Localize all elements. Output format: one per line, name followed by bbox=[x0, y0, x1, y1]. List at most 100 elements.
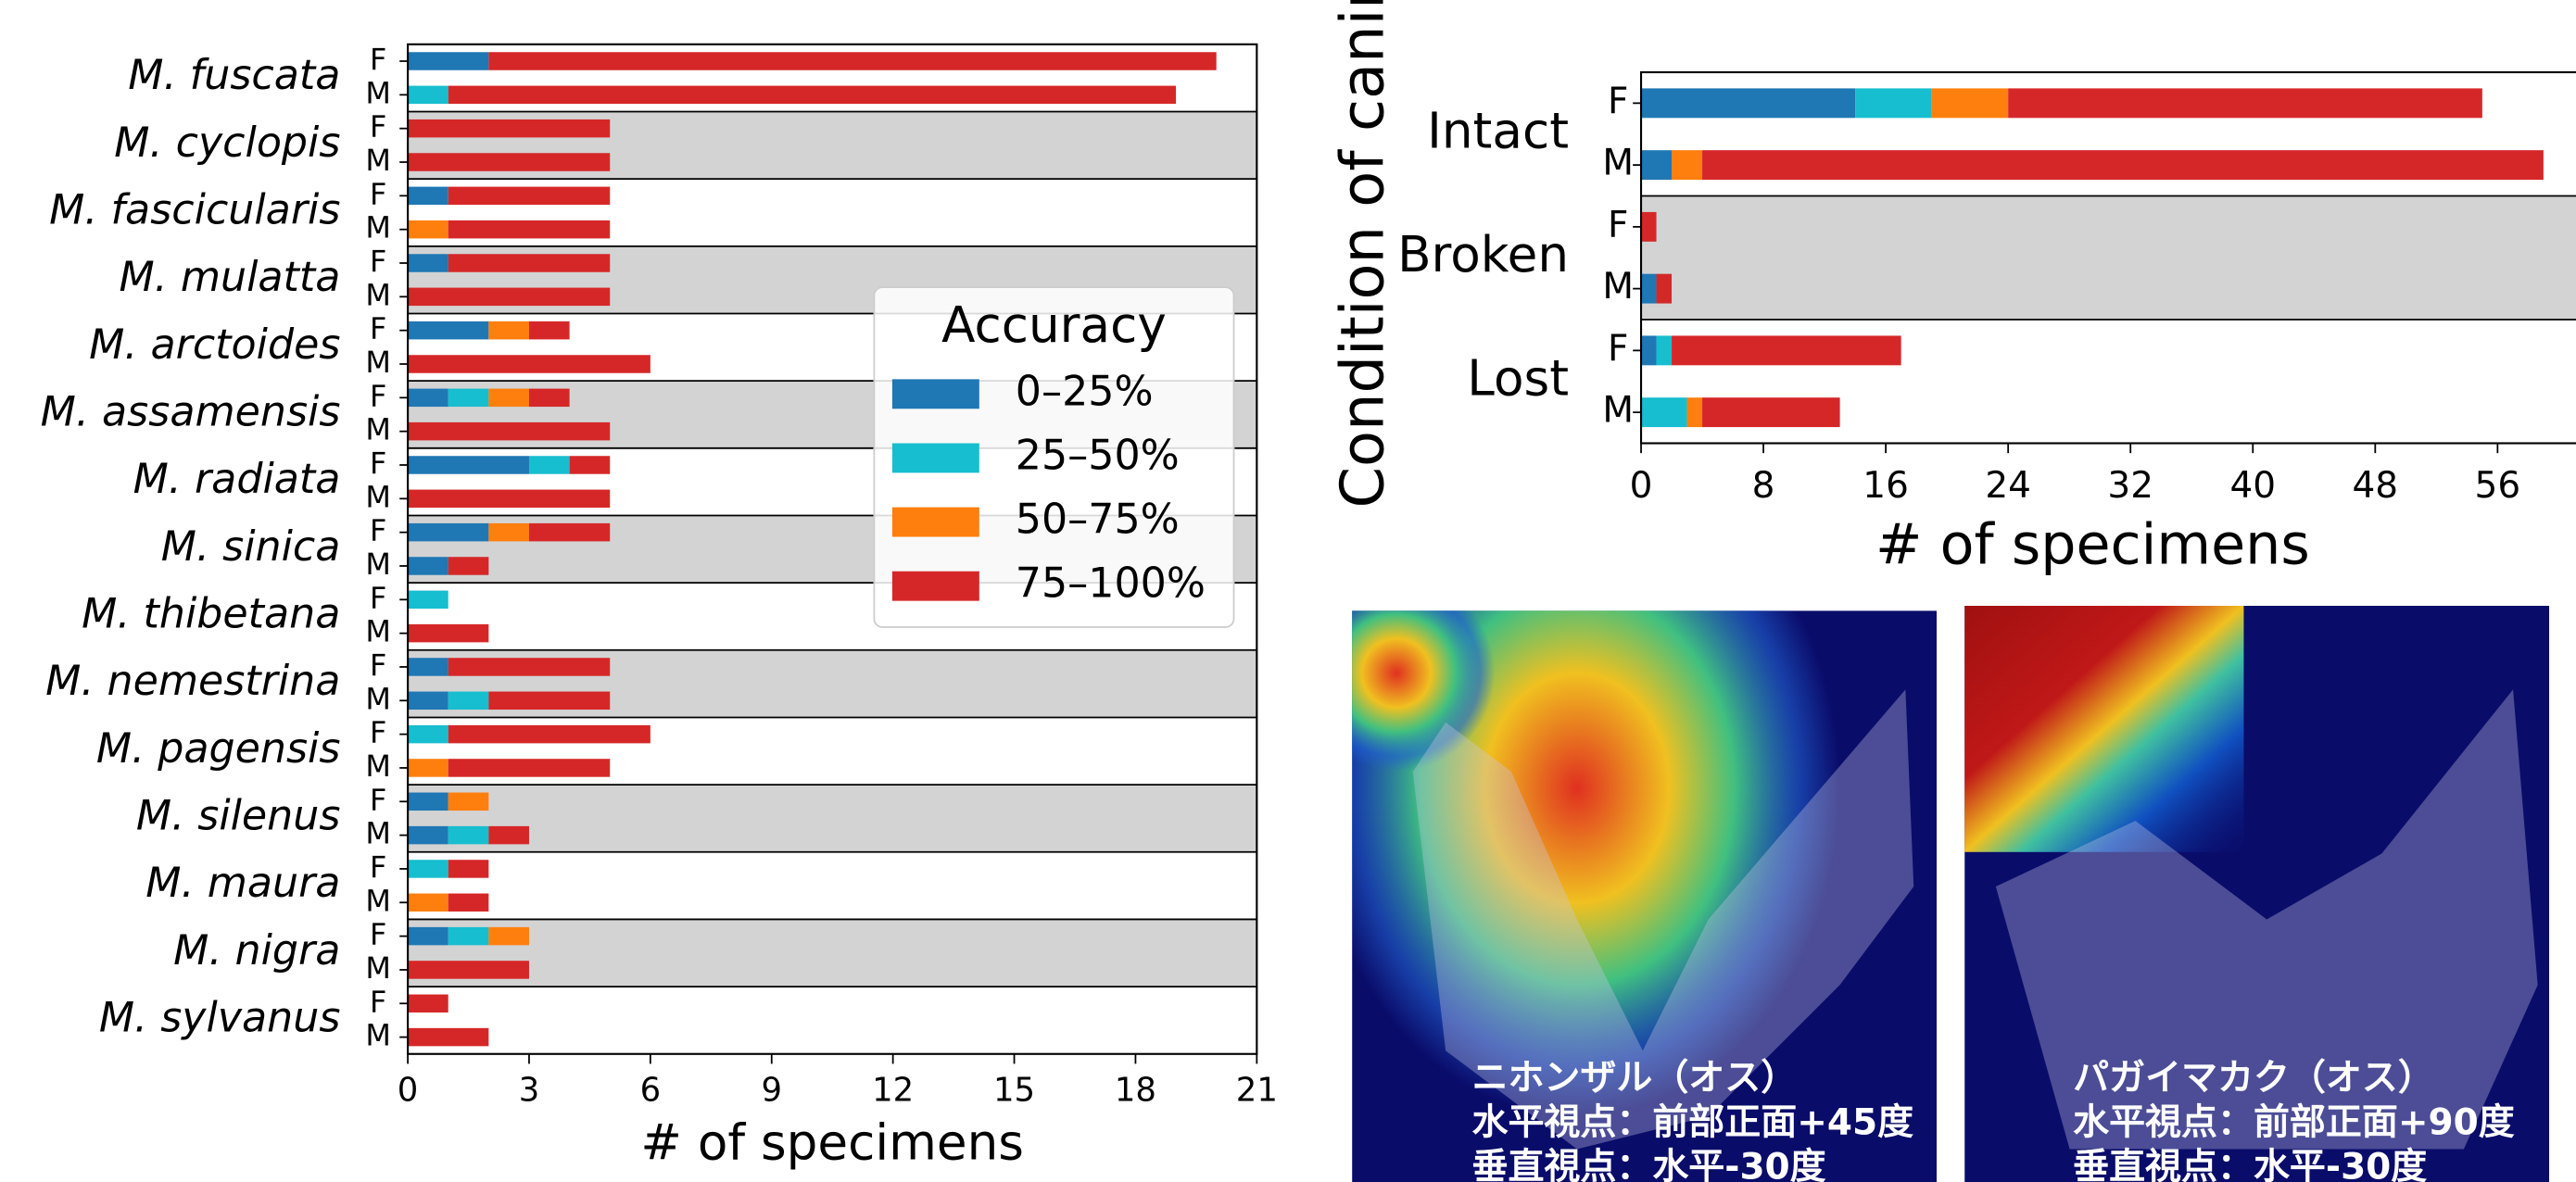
sub-label: M bbox=[365, 883, 391, 918]
category-label: M. pagensis bbox=[96, 725, 341, 773]
legend-swatch bbox=[892, 572, 979, 601]
bar bbox=[1657, 274, 1673, 304]
x-axis-label: # of specimens bbox=[640, 1114, 1024, 1172]
bar bbox=[408, 523, 488, 541]
bar bbox=[448, 187, 611, 205]
legend-label: 50–75% bbox=[1016, 497, 1180, 544]
sub-label: M bbox=[365, 210, 391, 245]
y-axis-label: Condition of canine bbox=[1330, 0, 1398, 508]
sub-label: F bbox=[370, 648, 386, 683]
sub-label: M bbox=[365, 277, 391, 312]
bar bbox=[448, 86, 1176, 104]
bar bbox=[408, 422, 610, 440]
sub-label: M bbox=[365, 816, 391, 851]
bar bbox=[408, 187, 448, 205]
bar bbox=[1702, 150, 2544, 180]
legend-title: Accuracy bbox=[941, 296, 1167, 354]
bar bbox=[408, 927, 448, 945]
x-tick-label: 6 bbox=[640, 1072, 662, 1110]
x-tick-label: 0 bbox=[1630, 465, 1653, 507]
image-caption: ニホンザル（オス） bbox=[1471, 1058, 1797, 1100]
x-tick-label: 0 bbox=[398, 1072, 419, 1110]
bar bbox=[448, 759, 611, 776]
bar bbox=[1641, 335, 1657, 365]
bar bbox=[448, 389, 489, 407]
bar bbox=[408, 119, 610, 137]
bar bbox=[488, 927, 529, 945]
bar bbox=[448, 860, 489, 877]
chart: FMM. fuscataFMM. cyclopisFMM. fascicular… bbox=[41, 42, 1278, 1172]
bar bbox=[529, 321, 570, 339]
sub-label: M bbox=[365, 479, 391, 514]
sub-label: F bbox=[370, 42, 386, 77]
bar bbox=[1641, 212, 1657, 242]
bar bbox=[408, 591, 448, 609]
x-tick-label: 16 bbox=[1863, 465, 1909, 507]
bar bbox=[570, 456, 611, 473]
sub-label: M bbox=[365, 143, 391, 178]
category-label: M. sylvanus bbox=[99, 994, 341, 1041]
image-caption: パガイマカク（オス） bbox=[2073, 1058, 2434, 1100]
sub-label: F bbox=[370, 176, 386, 211]
category-label: M. cyclopis bbox=[114, 119, 340, 167]
sub-label: F bbox=[370, 244, 386, 279]
category-label: M. assamensis bbox=[41, 388, 341, 435]
bar bbox=[448, 220, 611, 238]
bar bbox=[408, 52, 488, 69]
sub-label: F bbox=[370, 109, 386, 145]
sub-label: F bbox=[370, 580, 386, 615]
sub-label: F bbox=[370, 513, 386, 548]
bar bbox=[448, 725, 650, 743]
sub-label: M bbox=[1602, 143, 1634, 184]
bar bbox=[488, 692, 610, 710]
category-label: Intact bbox=[1427, 102, 1569, 159]
sub-label: F bbox=[370, 984, 386, 1019]
x-axis-label: # of specimens bbox=[1875, 513, 2310, 578]
bar bbox=[408, 894, 448, 912]
x-tick-label: 21 bbox=[1236, 1072, 1278, 1110]
sub-label: M bbox=[365, 75, 391, 110]
bar bbox=[529, 523, 610, 541]
bar bbox=[1641, 88, 1855, 118]
sub-label: F bbox=[1608, 204, 1628, 245]
bar bbox=[408, 490, 610, 508]
sub-label: M bbox=[365, 748, 391, 784]
bar bbox=[408, 658, 448, 675]
category-label: M. arctoides bbox=[89, 321, 340, 369]
image-caption: 水平視点：前部正面+45度 bbox=[1471, 1102, 1913, 1144]
bar bbox=[448, 894, 489, 912]
bar bbox=[488, 389, 529, 407]
bar bbox=[448, 254, 611, 271]
x-tick-label: 48 bbox=[2353, 465, 2399, 507]
category-label: M. sinica bbox=[161, 523, 341, 571]
bar bbox=[488, 523, 529, 541]
x-tick-label: 9 bbox=[761, 1072, 782, 1110]
image-caption: 垂直視点：水平-30度 bbox=[1471, 1146, 1825, 1182]
page: {"chart_data": [ {"type": "bar", "orient… bbox=[0, 0, 2576, 1182]
bar bbox=[448, 826, 489, 844]
sub-label: F bbox=[370, 782, 386, 817]
sub-label: M bbox=[365, 681, 391, 716]
sub-label: F bbox=[370, 446, 386, 481]
chart: FMIntactFMBrokenFMLost08162432404856# of… bbox=[1330, 0, 2576, 578]
bar bbox=[2008, 88, 2482, 118]
bar bbox=[1672, 150, 1702, 180]
category-label: M. maura bbox=[145, 860, 340, 907]
x-tick-label: 24 bbox=[1985, 465, 2031, 507]
x-tick-label: 3 bbox=[519, 1072, 540, 1110]
bar bbox=[408, 153, 610, 170]
bar bbox=[488, 826, 529, 844]
legend-swatch bbox=[892, 508, 979, 537]
figure: ニホンザル（オス）水平視点：前部正面+45度垂直視点：水平-30度 パガイマカク（… bbox=[0, 0, 2576, 1182]
bar bbox=[1641, 150, 1672, 180]
x-tick-label: 18 bbox=[1115, 1072, 1156, 1110]
x-tick-label: 40 bbox=[2229, 465, 2276, 507]
bar bbox=[408, 961, 529, 978]
category-label: Broken bbox=[1397, 226, 1569, 283]
bar bbox=[408, 826, 448, 844]
band bbox=[408, 785, 1256, 852]
category-label: M. fascicularis bbox=[49, 187, 340, 234]
category-label: M. fuscata bbox=[128, 52, 340, 99]
bar bbox=[1672, 335, 1901, 365]
x-tick-label: 15 bbox=[993, 1072, 1035, 1110]
